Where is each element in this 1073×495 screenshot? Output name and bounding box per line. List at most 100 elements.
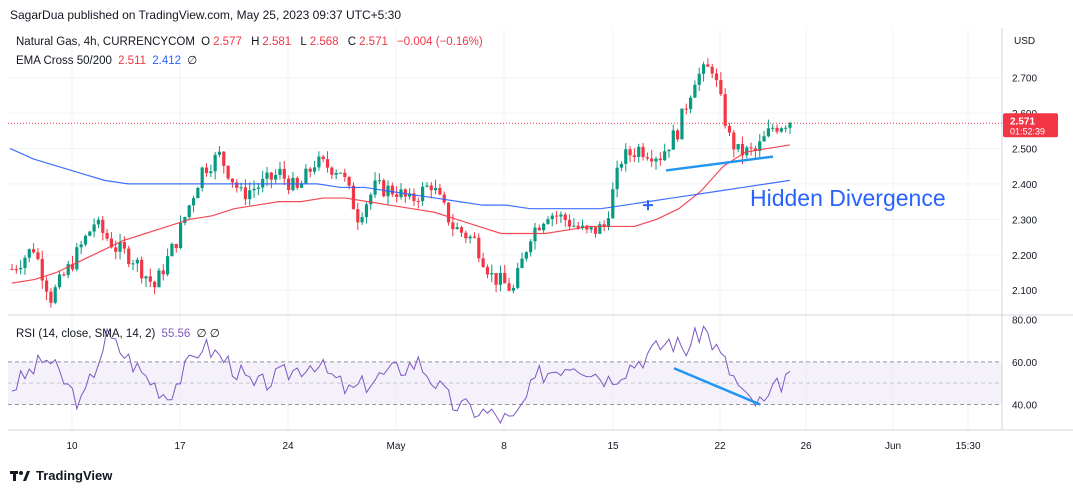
- candle-body: [127, 248, 131, 265]
- candle-body: [330, 167, 334, 175]
- candle-body: [109, 238, 114, 248]
- symbol-label: Natural Gas, 4h, CURRENCYCOM: [16, 36, 195, 48]
- rsi-label: RSI (14, close, SMA, 14, 2): [16, 328, 156, 340]
- candle-body: [321, 156, 325, 160]
- candle-body: [611, 189, 615, 219]
- low-label: L: [300, 36, 307, 48]
- candle-body: [654, 158, 658, 162]
- low-value: 2.568: [309, 36, 339, 48]
- candle-body: [364, 204, 369, 218]
- candle-body: [114, 247, 118, 252]
- candle-body: [27, 249, 31, 258]
- candle-body: [325, 159, 330, 168]
- candle-body: [481, 258, 485, 268]
- candle-body: [239, 187, 243, 189]
- candle-body: [650, 158, 654, 162]
- candle-body: [516, 268, 520, 288]
- time-tick-label: 8: [501, 441, 507, 452]
- candle-body: [213, 154, 217, 172]
- candle-body: [524, 252, 528, 259]
- candle-body: [299, 183, 304, 188]
- ema200-line: [9, 147, 791, 210]
- candle-body: [421, 186, 425, 202]
- candle-body: [14, 269, 18, 271]
- candle-body: [559, 214, 563, 217]
- open-value: 2.577: [213, 36, 242, 48]
- rsi-tick-label: 60.00: [1012, 358, 1037, 369]
- rsi-band-fill: [8, 361, 1002, 405]
- candle-body: [632, 155, 636, 157]
- candle-body: [593, 227, 598, 234]
- candle-body: [49, 291, 53, 303]
- candle-body: [758, 141, 762, 151]
- candle-body: [671, 130, 675, 150]
- candle-body: [153, 281, 157, 288]
- candle-body: [533, 227, 537, 242]
- candle-body: [736, 144, 740, 150]
- candle-body: [429, 185, 433, 191]
- candle-body: [550, 215, 554, 220]
- candle-body: [753, 148, 758, 151]
- candle-body: [174, 243, 178, 249]
- candle-body: [645, 157, 649, 159]
- candle-body: [701, 64, 706, 74]
- open-label: O: [201, 36, 211, 48]
- footer-brand[interactable]: TradingView: [10, 468, 112, 483]
- candle-body: [714, 73, 719, 81]
- candle-body: [282, 168, 286, 179]
- candle-body: [684, 108, 688, 110]
- candle-body: [507, 283, 511, 291]
- candle-body: [57, 274, 62, 288]
- candle-body: [79, 244, 83, 248]
- candle-body: [697, 73, 701, 85]
- candle-body: [598, 224, 602, 234]
- price-tick-label: 2.500: [1012, 144, 1037, 155]
- rsi-divergence-line: [673, 367, 761, 406]
- candle-body: [148, 276, 152, 282]
- candle-body: [775, 127, 779, 132]
- currency-label: USD: [1014, 36, 1035, 47]
- candle-body: [572, 225, 576, 227]
- candle-body: [442, 194, 446, 203]
- candle-body: [187, 205, 191, 218]
- candle-body: [542, 223, 546, 231]
- candle-body: [688, 97, 693, 110]
- candle-body: [161, 270, 165, 275]
- price-legend: Natural Gas, 4h, CURRENCYCOM O 2.577 H 2.5…: [16, 36, 486, 48]
- candle-body: [464, 232, 468, 239]
- candle-body: [615, 167, 619, 190]
- time-tick-label: 26: [800, 441, 812, 452]
- axes: 2.1002.2002.3002.4002.5002.6002.700USD10…: [8, 28, 1073, 452]
- rsi-band: [8, 361, 1002, 405]
- candle-body: [178, 222, 183, 249]
- rsi-extra: ∅ ∅: [196, 328, 220, 340]
- candle-body: [217, 151, 222, 155]
- last-price-tag: [1003, 113, 1058, 138]
- candle-body: [485, 267, 490, 275]
- candle-body: [382, 180, 386, 197]
- candle-body: [680, 108, 684, 140]
- candle-body: [222, 151, 226, 166]
- candle-body: [628, 149, 632, 156]
- candle-body: [641, 146, 645, 158]
- time-tick-label: 22: [714, 441, 726, 452]
- candle-body: [347, 176, 351, 186]
- candle-body: [105, 232, 109, 239]
- candle-body: [44, 280, 49, 292]
- time-tick-label: 24: [282, 441, 294, 452]
- close-value: 2.571: [359, 36, 388, 48]
- candle-body: [10, 268, 14, 270]
- candle-body: [131, 263, 135, 265]
- price-tick-label: 2.200: [1012, 251, 1037, 262]
- candle-body: [390, 185, 394, 195]
- candle-body: [766, 128, 770, 137]
- candle-body: [295, 177, 299, 188]
- candle-body: [75, 247, 79, 270]
- candle-body: [602, 224, 606, 227]
- candle-body: [373, 180, 377, 195]
- price-divergence-line: [665, 155, 774, 172]
- change-value: −0.004 (−0.16%): [397, 36, 483, 48]
- candle-body: [459, 227, 464, 233]
- candle-body: [140, 259, 144, 279]
- candle-body: [567, 219, 572, 227]
